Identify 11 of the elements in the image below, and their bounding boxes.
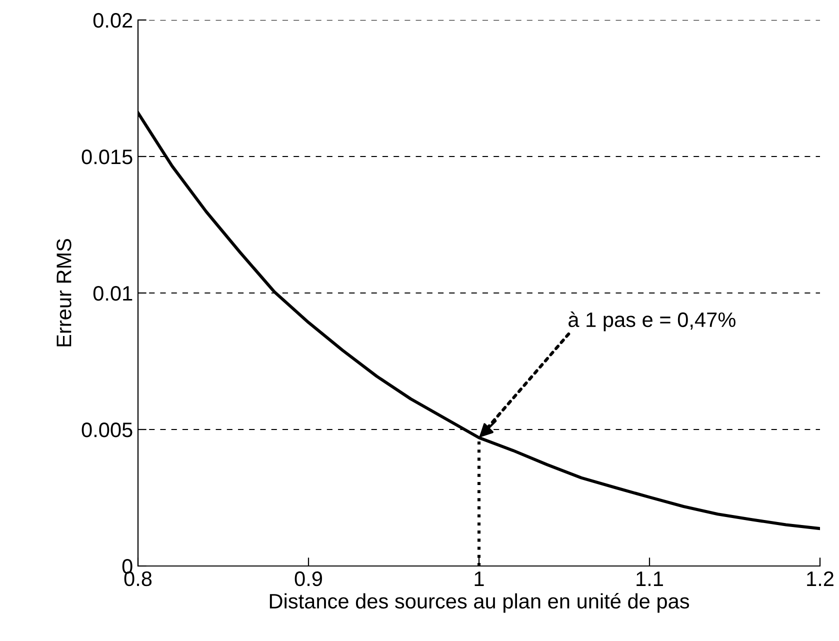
y-axis-title: Erreur RMS [56,238,72,346]
y-tick-label: 0.005 [82,422,132,438]
annotation: à 1 pas e = 0,47% [568,312,736,332]
x-tick-label: 1.2 [807,571,834,586]
y-tick-label: 0.015 [82,150,132,164]
y-tick-label: 0.02 [93,13,132,28]
y-tick-label: 0.01 [93,286,132,301]
x-tick-label: 1 [474,572,484,586]
x-axis-title: Distance des sources au plan en unité de pas [270,593,690,613]
x-tick-label: 1.1 [636,572,663,586]
x-tick-label: 0.9 [294,571,322,586]
